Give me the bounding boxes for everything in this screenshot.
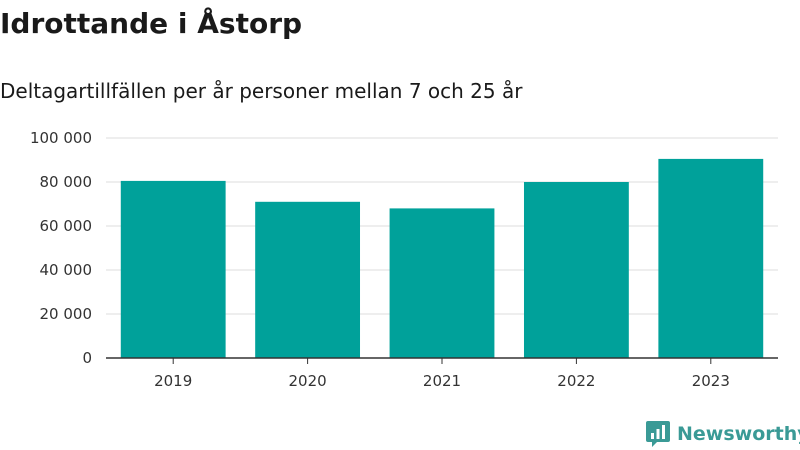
bars bbox=[120, 158, 764, 358]
x-tick-label: 2021 bbox=[423, 372, 461, 390]
x-tick-label: 2022 bbox=[557, 372, 595, 390]
chart-subtitle: Deltagartillfällen per år personer mella… bbox=[0, 79, 523, 103]
y-tick-label: 100 000 bbox=[30, 129, 92, 147]
bar-2019 bbox=[120, 180, 226, 358]
x-axis-tick-labels: 2019 2020 2021 2022 2023 bbox=[154, 358, 730, 390]
bar-2023 bbox=[658, 158, 764, 358]
x-tick-label: 2019 bbox=[154, 372, 192, 390]
bar-2020 bbox=[255, 201, 361, 358]
y-tick-label: 20 000 bbox=[40, 305, 93, 323]
brand-name: Newsworthy bbox=[677, 423, 800, 445]
y-axis-tick-labels: 0 20 000 40 000 60 000 80 000 100 000 bbox=[30, 129, 92, 367]
chart-title: Idrottande i Åstorp bbox=[0, 7, 303, 40]
bar-2021 bbox=[389, 208, 495, 358]
newsworthy-logo-icon bbox=[646, 421, 670, 447]
x-tick-label: 2020 bbox=[289, 372, 327, 390]
bar-2022 bbox=[523, 182, 629, 358]
y-tick-label: 40 000 bbox=[40, 261, 93, 279]
newsworthy-brand: Newsworthy bbox=[645, 420, 800, 448]
x-tick-label: 2023 bbox=[692, 372, 730, 390]
y-tick-label: 60 000 bbox=[40, 217, 93, 235]
y-tick-label: 80 000 bbox=[40, 173, 93, 191]
bar-chart: 0 20 000 40 000 60 000 80 000 100 000 2019 202… bbox=[30, 129, 778, 390]
y-tick-label: 0 bbox=[82, 349, 92, 367]
